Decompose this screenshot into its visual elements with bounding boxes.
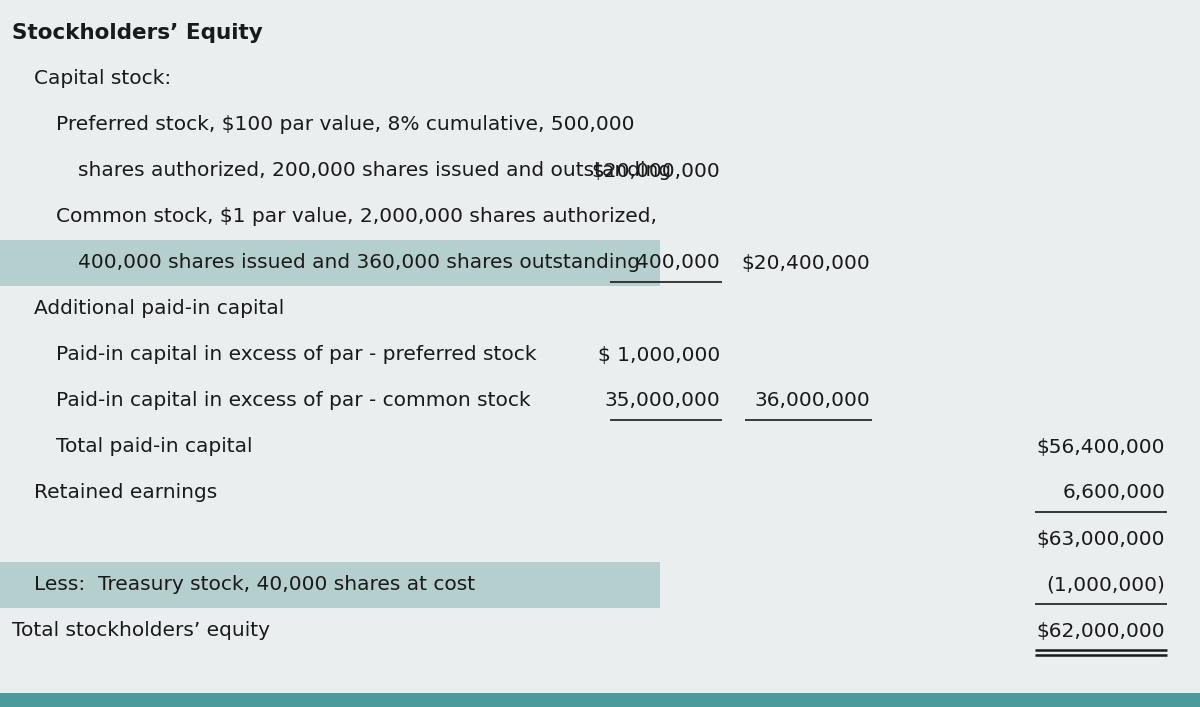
Text: Preferred stock, $100 par value, 8% cumulative, 500,000: Preferred stock, $100 par value, 8% cumu… <box>56 115 635 134</box>
Text: Less:  Treasury stock, 40,000 shares at cost: Less: Treasury stock, 40,000 shares at c… <box>34 575 475 595</box>
Text: Capital stock:: Capital stock: <box>34 69 172 88</box>
Text: Additional paid-in capital: Additional paid-in capital <box>34 300 284 318</box>
Text: (1,000,000): (1,000,000) <box>1046 575 1165 595</box>
Text: $20,000,000: $20,000,000 <box>592 161 720 180</box>
Text: Total stockholders’ equity: Total stockholders’ equity <box>12 621 270 641</box>
Text: $20,400,000: $20,400,000 <box>742 254 870 272</box>
Text: Paid-in capital in excess of par - common stock: Paid-in capital in excess of par - commo… <box>56 392 530 411</box>
Text: 400,000 shares issued and 360,000 shares outstanding: 400,000 shares issued and 360,000 shares… <box>78 254 640 272</box>
Text: Total paid-in capital: Total paid-in capital <box>56 438 252 457</box>
Text: shares authorized, 200,000 shares issued and outstanding: shares authorized, 200,000 shares issued… <box>78 161 671 180</box>
Text: Paid-in capital in excess of par - preferred stock: Paid-in capital in excess of par - prefe… <box>56 346 536 365</box>
Text: $63,000,000: $63,000,000 <box>1037 530 1165 549</box>
Bar <box>0 240 660 286</box>
Text: 6,600,000: 6,600,000 <box>1062 484 1165 503</box>
Text: $ 1,000,000: $ 1,000,000 <box>598 346 720 365</box>
Text: Stockholders’ Equity: Stockholders’ Equity <box>12 23 263 43</box>
Text: 35,000,000: 35,000,000 <box>605 392 720 411</box>
Bar <box>0 562 660 608</box>
Text: Common stock, $1 par value, 2,000,000 shares authorized,: Common stock, $1 par value, 2,000,000 sh… <box>56 207 658 226</box>
Text: 400,000: 400,000 <box>636 254 720 272</box>
Text: 36,000,000: 36,000,000 <box>755 392 870 411</box>
Text: $56,400,000: $56,400,000 <box>1037 438 1165 457</box>
Text: Retained earnings: Retained earnings <box>34 484 217 503</box>
Text: $62,000,000: $62,000,000 <box>1037 621 1165 641</box>
Bar <box>0 693 1200 707</box>
